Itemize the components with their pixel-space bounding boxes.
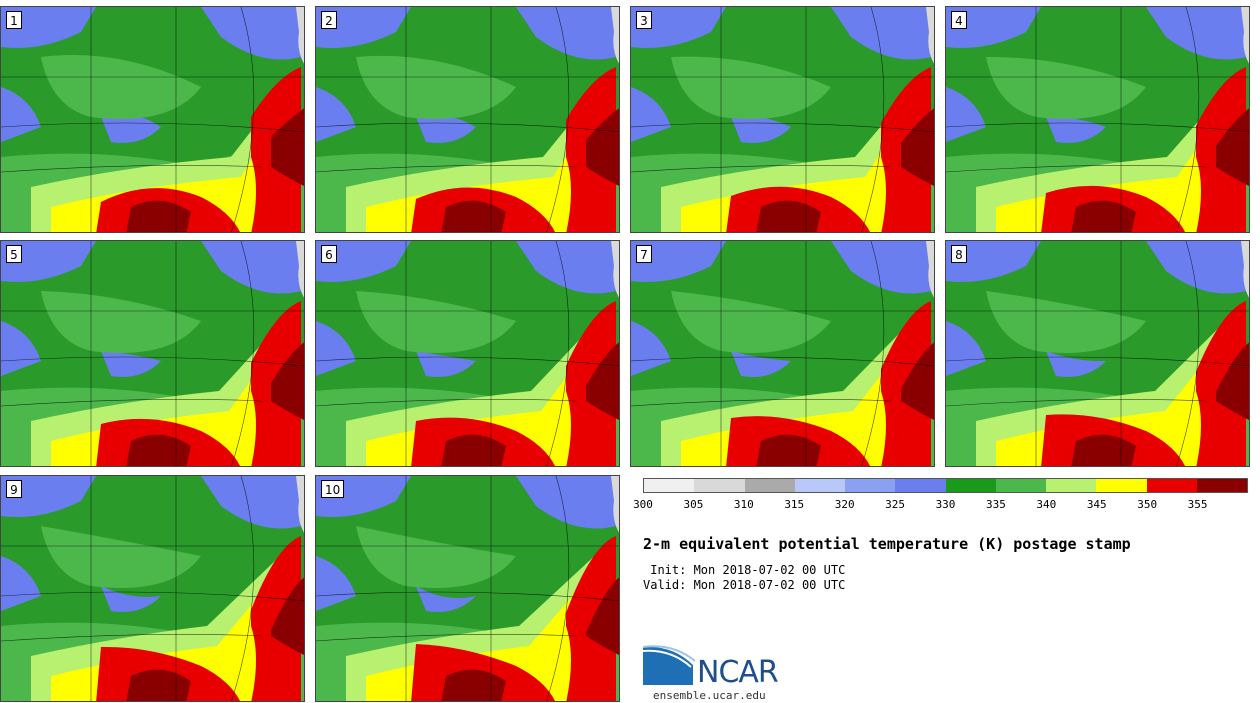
panel-number-label: 2 bbox=[321, 11, 337, 29]
map-panel: 10 bbox=[315, 475, 620, 702]
colorbar-tick-label: 305 bbox=[683, 498, 704, 511]
colorbar-tick-label: 320 bbox=[834, 498, 855, 511]
panel-number-label: 1 bbox=[6, 11, 22, 29]
map-image bbox=[631, 241, 934, 466]
panel-number-label: 3 bbox=[636, 11, 652, 29]
map-panel: 8 bbox=[945, 240, 1250, 467]
map-panel: 3 bbox=[630, 6, 935, 233]
map-image bbox=[1, 241, 304, 466]
colorbar-segment bbox=[794, 479, 845, 492]
map-image bbox=[1, 7, 304, 232]
colorbar-tick-label: 300 bbox=[633, 498, 653, 511]
colorbar-tick-label: 345 bbox=[1086, 498, 1107, 511]
map-image bbox=[1, 476, 304, 701]
colorbar-segment bbox=[895, 479, 946, 492]
map-title: 2-m equivalent potential temperature (K)… bbox=[643, 535, 1131, 553]
panel-number-label: 7 bbox=[636, 245, 652, 263]
map-image bbox=[631, 7, 934, 232]
logo-text: NCAR bbox=[697, 655, 779, 690]
valid-time: Valid: Mon 2018-07-02 00 UTC bbox=[643, 578, 846, 592]
map-panel: 7 bbox=[630, 240, 935, 467]
panel-number-label: 5 bbox=[6, 245, 22, 263]
init-time: Init: Mon 2018-07-02 00 UTC bbox=[643, 563, 846, 577]
colorbar-segment bbox=[945, 479, 996, 492]
map-panel: 9 bbox=[0, 475, 305, 702]
map-image bbox=[316, 7, 619, 232]
colorbar-tick-label: 340 bbox=[1036, 498, 1057, 511]
colorbar-tick-label: 330 bbox=[935, 498, 956, 511]
colorbar-tick-label: 350 bbox=[1137, 498, 1158, 511]
map-panel: 5 bbox=[0, 240, 305, 467]
map-image bbox=[316, 241, 619, 466]
colorbar-segment bbox=[995, 479, 1046, 492]
panel-number-label: 4 bbox=[951, 11, 967, 29]
panel-number-label: 10 bbox=[321, 480, 345, 498]
map-panel: 4 bbox=[945, 6, 1250, 233]
map-image bbox=[946, 7, 1249, 232]
map-panel: 2 bbox=[315, 6, 620, 233]
colorbar-segment bbox=[694, 479, 745, 492]
panel-number-label: 8 bbox=[951, 245, 967, 263]
colorbar bbox=[643, 478, 1248, 493]
map-image bbox=[316, 476, 619, 701]
panel-number-label: 9 bbox=[6, 480, 22, 498]
logo-url: ensemble.ucar.edu bbox=[653, 689, 766, 702]
colorbar-ticks: 300 305 310 315 320 325 330 335 340 345 350 355 bbox=[633, 498, 1248, 514]
colorbar-segment bbox=[1096, 479, 1147, 492]
colorbar-tick-label: 355 bbox=[1187, 498, 1208, 511]
panel-number-label: 6 bbox=[321, 245, 337, 263]
map-panel: 6 bbox=[315, 240, 620, 467]
colorbar-segment bbox=[1196, 479, 1247, 492]
colorbar-segment bbox=[644, 479, 695, 492]
map-image bbox=[946, 241, 1249, 466]
colorbar-segment bbox=[1146, 479, 1197, 492]
colorbar-segment bbox=[744, 479, 795, 492]
ncar-logo-icon bbox=[643, 645, 696, 685]
map-panel: 1 bbox=[0, 6, 305, 233]
colorbar-segment bbox=[845, 479, 896, 492]
colorbar-tick-label: 325 bbox=[885, 498, 906, 511]
colorbar-tick-label: 310 bbox=[733, 498, 754, 511]
colorbar-tick-label: 315 bbox=[784, 498, 805, 511]
colorbar-segment bbox=[1046, 479, 1097, 492]
colorbar-tick-label: 335 bbox=[985, 498, 1006, 511]
